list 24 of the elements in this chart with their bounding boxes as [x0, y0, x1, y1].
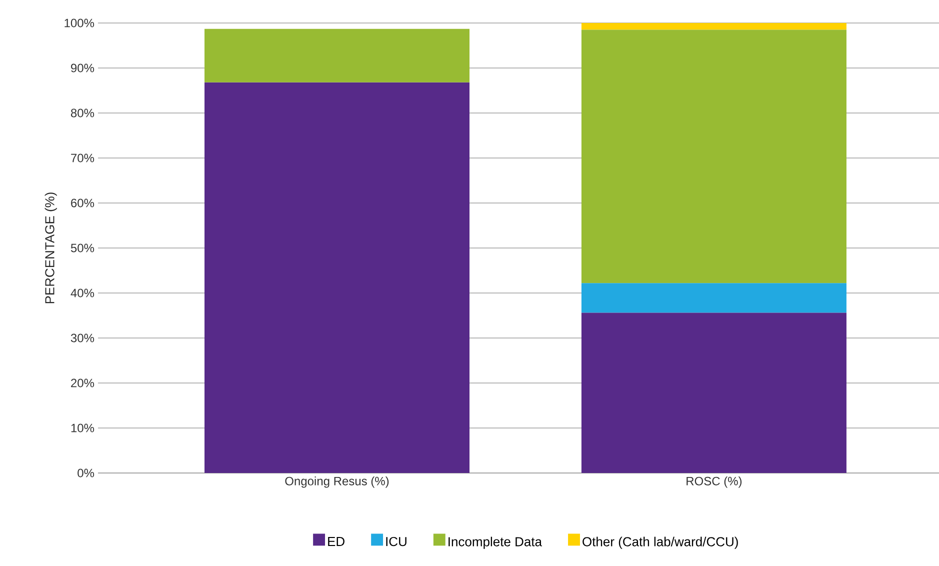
y-tick-label: 40% — [70, 288, 94, 298]
y-tick-label: 20% — [71, 378, 94, 388]
y-tick-label: 0% — [78, 468, 94, 478]
bar — [581, 30, 846, 284]
bar — [204, 28, 470, 82]
legend-label: ICU — [386, 536, 406, 546]
bar — [581, 23, 846, 30]
legend-label: Other (Cath lab/ward/CCU) — [582, 536, 738, 549]
y-tick-label: 60% — [71, 198, 94, 208]
y-tick-label: 30% — [70, 334, 94, 342]
legend-label: ED — [328, 537, 344, 546]
bar — [581, 312, 846, 473]
y-axis-title: PERCENTAGE (%) — [44, 192, 57, 304]
x-tick-label: ROSC (%) — [686, 476, 742, 488]
bar — [204, 82, 470, 473]
y-tick-label: 50% — [70, 244, 94, 252]
y-tick-label: 90% — [71, 64, 94, 72]
bar — [581, 283, 846, 313]
x-tick-label: Ongoing Resus (%) — [285, 476, 389, 488]
y-tick-label: 10% — [71, 424, 94, 432]
legend-label: Incomplete Data — [448, 536, 542, 549]
y-tick-label: 100% — [64, 18, 94, 28]
y-tick-label: 70% — [71, 154, 94, 162]
y-tick-label: 80% — [70, 108, 94, 118]
